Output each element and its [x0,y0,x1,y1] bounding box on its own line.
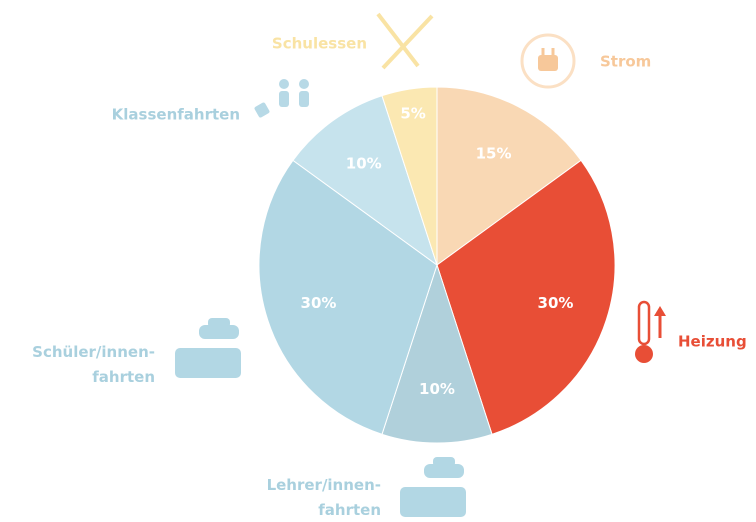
value-label: 5% [400,104,425,122]
cutlery-icon [381,14,434,70]
category-label: Strom [600,53,651,71]
value-label: 15% [476,144,512,162]
value-label: 30% [301,294,337,312]
thermometer-icon [635,345,653,363]
pie-slice [292,95,438,267]
category-label: Heizung [678,333,747,351]
thermometer-icon [654,306,666,316]
plug-icon [538,55,558,71]
category-label: Lehrer/innen-fahrten [267,476,381,519]
hikers-icon [254,79,309,118]
pie-slice [381,86,438,266]
value-label: 10% [419,380,455,398]
category-label: Schulessen [272,35,367,53]
pie-slice [258,159,438,435]
pie-slice [436,159,616,435]
vehicle-icon [400,457,466,517]
category-label: Klassenfahrten [112,106,240,124]
value-label: 30% [538,294,574,312]
value-label: 10% [346,155,382,173]
cutlery-icon [376,12,420,68]
thermometer-icon [637,300,651,346]
category-label: Schüler/innen-fahrten [32,343,155,386]
pie-slice [436,86,582,266]
icons [175,12,666,517]
pie-slice [381,263,493,444]
vehicle-icon [175,318,241,378]
plug-icon [520,33,576,89]
